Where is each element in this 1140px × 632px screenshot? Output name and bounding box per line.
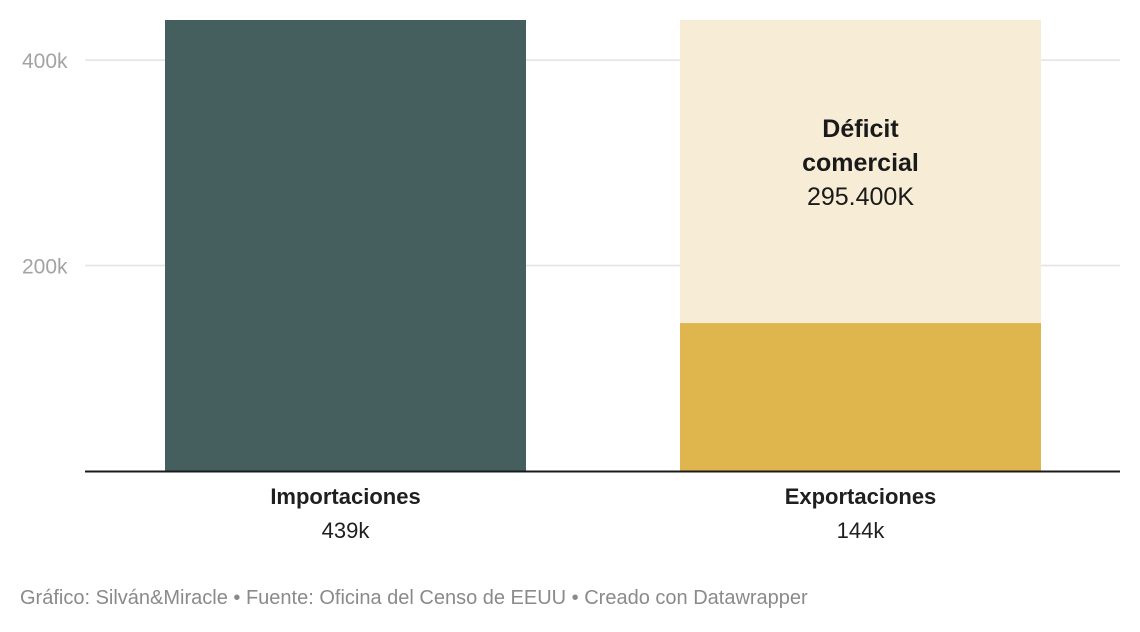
deficit-title-line-2: comercial [802,149,919,177]
chart-canvas: 200k 400k Déficit comercial 295.400K Import… [22,20,1120,543]
deficit-title-line-1: Déficit [822,115,899,143]
y-tick-label-200k: 200k [22,256,68,279]
deficit-annotation: Déficit comercial 295.400K [802,115,919,211]
bar-exportaciones [680,323,1041,471]
category-label-exportaciones: Exportaciones [785,484,937,509]
deficit-value-label: 295.400K [807,183,914,211]
value-label-exportaciones: 144k [837,518,886,543]
bars [165,20,1041,471]
category-labels: Importaciones 439k Exportaciones 144k [270,484,936,543]
y-tick-label-400k: 400k [22,50,68,73]
chart-footer: Gráfico: Silván&Miracle • Fuente: Oficin… [20,587,808,609]
deficit-band [680,20,1041,324]
category-label-importaciones: Importaciones [270,484,420,509]
value-label-importaciones: 439k [322,518,371,543]
bar-importaciones [165,20,526,471]
